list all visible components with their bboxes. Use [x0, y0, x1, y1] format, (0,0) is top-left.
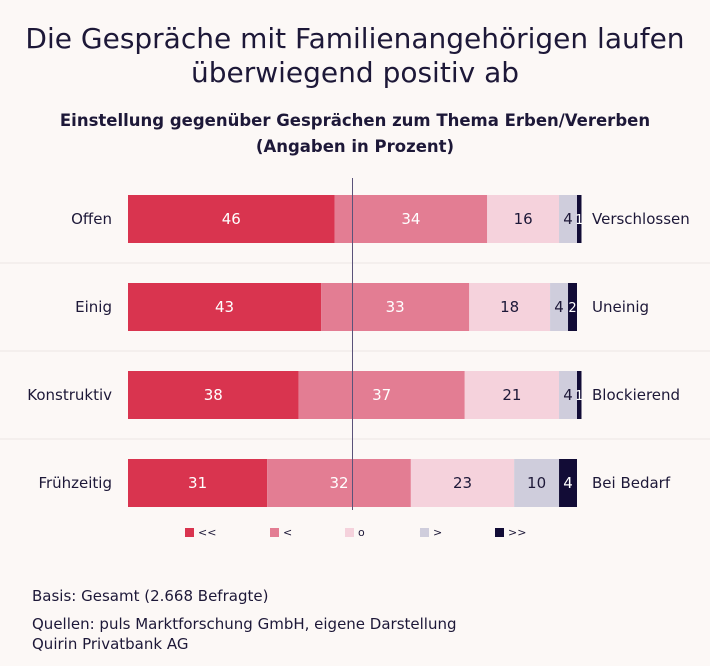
bar-segment: [464, 371, 560, 419]
data-label: 33: [386, 298, 405, 316]
data-label: 10: [527, 474, 546, 492]
footer-sources-line-2: Quirin Privatbank AG: [32, 635, 189, 653]
bar-segment: [321, 283, 470, 331]
category-label-right: Bei Bedarf: [592, 474, 671, 492]
legend-swatch: [495, 528, 504, 537]
chart-subtitle-line-1: Einstellung gegenüber Gesprächen zum The…: [59, 111, 651, 130]
category-label-right: Uneinig: [592, 298, 649, 316]
data-label: 1: [575, 389, 583, 404]
data-label: 4: [563, 386, 573, 404]
data-label: 18: [500, 298, 519, 316]
data-label: 1: [575, 213, 583, 228]
bar-segment: [267, 459, 411, 507]
legend-item: >>: [495, 526, 526, 539]
bar-segment: [514, 459, 560, 507]
category-label-left: Offen: [71, 210, 112, 228]
chart-title-line-2: überwiegend positiv ab: [190, 56, 519, 89]
category-label-right: Verschlossen: [592, 210, 690, 228]
bar-segment: [128, 371, 299, 419]
data-label: 34: [401, 210, 420, 228]
data-label: 37: [372, 386, 391, 404]
legend-label: <<: [198, 526, 217, 539]
bar-segment: [559, 371, 577, 419]
category-label-right: Blockierend: [592, 386, 680, 404]
legend-swatch: [270, 528, 279, 537]
footer-basis: Basis: Gesamt (2.668 Befragte): [32, 587, 269, 605]
bar-segment: [469, 283, 551, 331]
category-label-left: Frühzeitig: [38, 474, 112, 492]
data-label: 32: [329, 474, 348, 492]
data-label: 21: [502, 386, 521, 404]
chart-legend: << < o > >>: [0, 526, 710, 544]
legend-label: o: [358, 526, 365, 539]
bar-segment: [128, 195, 335, 243]
data-label: 16: [514, 210, 533, 228]
legend-item: <<: [185, 526, 216, 539]
data-label: 4: [554, 298, 564, 316]
legend-swatch: [345, 528, 354, 537]
data-label: 38: [204, 386, 223, 404]
legend-swatch: [420, 528, 429, 537]
bar-segment: [568, 283, 577, 331]
data-label: 46: [222, 210, 241, 228]
category-label-left: Einig: [75, 298, 112, 316]
data-label: 2: [568, 301, 576, 316]
legend-item: >: [420, 526, 442, 539]
bar-segment: [487, 195, 560, 243]
bar-segment: [128, 459, 268, 507]
chart-subtitle-line-2: (Angaben in Prozent): [255, 137, 455, 156]
bar-segment: [298, 371, 465, 419]
chart-title-line-1: Die Gespräche mit Familienangehörigen la…: [25, 22, 685, 55]
legend-item: o: [345, 526, 365, 539]
bar-segment: [577, 371, 582, 419]
bar-segment: [559, 459, 577, 507]
data-label: 43: [215, 298, 234, 316]
bar-segment: [128, 283, 322, 331]
bar-segment: [559, 195, 577, 243]
legend-item: <: [270, 526, 292, 539]
chart-title: Die Gespräche mit Familienangehörigen la…: [0, 22, 710, 90]
legend-label: <: [283, 526, 293, 539]
data-label: 4: [563, 474, 573, 492]
bar-segment: [577, 195, 582, 243]
legend-label: >: [433, 526, 443, 539]
data-label: 4: [563, 210, 573, 228]
footer-sources-line-1: Quellen: puls Marktforschung GmbH, eigen…: [32, 615, 457, 633]
legend-swatch: [185, 528, 194, 537]
chart-subtitle: Einstellung gegenüber Gesprächen zum The…: [0, 108, 710, 160]
category-label-left: Konstruktiv: [27, 386, 112, 404]
data-label: 31: [188, 474, 207, 492]
legend-label: >>: [508, 526, 527, 539]
bar-segment: [410, 459, 515, 507]
bar-segment: [334, 195, 488, 243]
data-label: 23: [453, 474, 472, 492]
bar-segment: [550, 283, 569, 331]
